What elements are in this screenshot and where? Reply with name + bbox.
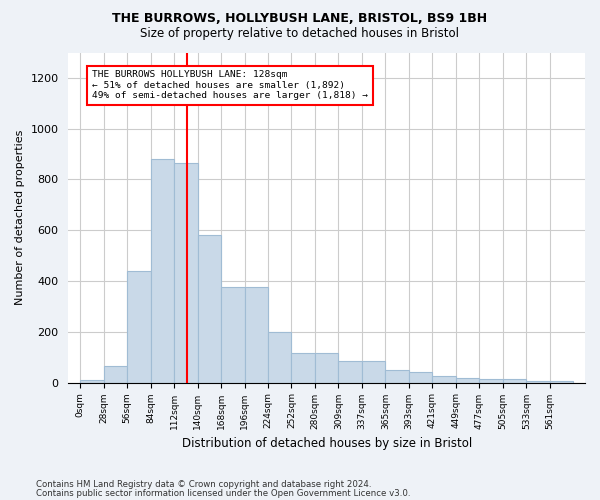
Text: THE BURROWS, HOLLYBUSH LANE, BRISTOL, BS9 1BH: THE BURROWS, HOLLYBUSH LANE, BRISTOL, BS… — [112, 12, 488, 26]
Text: Contains public sector information licensed under the Open Government Licence v3: Contains public sector information licen… — [36, 489, 410, 498]
Bar — [362, 361, 385, 382]
Bar — [503, 379, 526, 382]
Bar — [127, 271, 151, 382]
Bar — [456, 378, 479, 382]
Bar — [245, 288, 268, 382]
Bar — [268, 332, 292, 382]
X-axis label: Distribution of detached houses by size in Bristol: Distribution of detached houses by size … — [182, 437, 472, 450]
Bar — [385, 370, 409, 382]
Y-axis label: Number of detached properties: Number of detached properties — [15, 130, 25, 305]
Bar — [479, 379, 503, 382]
Bar — [433, 376, 456, 382]
Text: THE BURROWS HOLLYBUSH LANE: 128sqm
← 51% of detached houses are smaller (1,892)
: THE BURROWS HOLLYBUSH LANE: 128sqm ← 51%… — [92, 70, 368, 100]
Bar — [174, 163, 197, 382]
Bar — [151, 159, 174, 382]
Bar — [80, 380, 104, 382]
Bar — [104, 366, 127, 382]
Text: Size of property relative to detached houses in Bristol: Size of property relative to detached ho… — [140, 28, 460, 40]
Bar — [338, 361, 362, 382]
Bar — [221, 288, 245, 382]
Text: Contains HM Land Registry data © Crown copyright and database right 2024.: Contains HM Land Registry data © Crown c… — [36, 480, 371, 489]
Bar — [292, 354, 315, 382]
Bar — [526, 380, 550, 382]
Bar — [315, 354, 338, 382]
Bar — [197, 236, 221, 382]
Bar — [409, 372, 433, 382]
